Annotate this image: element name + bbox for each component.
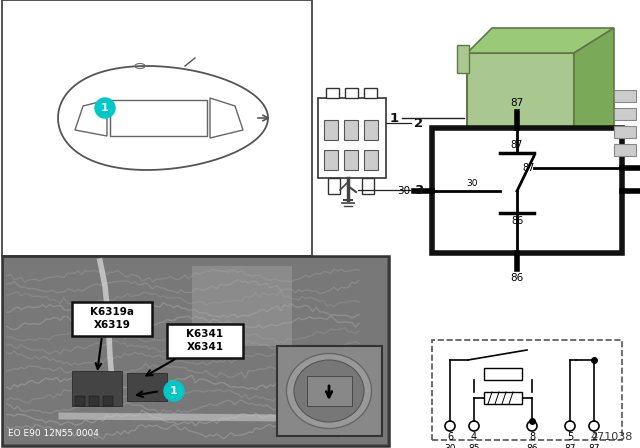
Bar <box>614 90 636 102</box>
Circle shape <box>589 421 599 431</box>
Bar <box>432 128 622 253</box>
Bar <box>326 88 339 98</box>
Text: 87: 87 <box>564 444 576 448</box>
Text: 86: 86 <box>511 216 523 226</box>
Text: K6341: K6341 <box>186 329 223 339</box>
Text: 87: 87 <box>522 163 534 173</box>
Text: 87: 87 <box>510 98 524 108</box>
Text: 1: 1 <box>390 112 399 125</box>
Text: 87: 87 <box>511 140 523 150</box>
Text: 86: 86 <box>526 444 538 448</box>
Bar <box>614 108 636 120</box>
Bar <box>72 302 152 336</box>
Circle shape <box>445 421 455 431</box>
Bar <box>364 150 378 170</box>
Bar <box>4 258 387 444</box>
Text: 30: 30 <box>444 444 456 448</box>
Text: EO E90 12N55 0004: EO E90 12N55 0004 <box>8 429 99 438</box>
Text: 2: 2 <box>591 431 597 441</box>
Bar <box>364 120 378 140</box>
Text: 1: 1 <box>101 103 109 113</box>
Ellipse shape <box>287 353 371 428</box>
Bar <box>72 371 122 406</box>
Bar <box>614 126 636 138</box>
Bar <box>318 98 386 178</box>
Bar <box>89 396 99 406</box>
Bar <box>307 376 352 406</box>
Text: 6: 6 <box>447 431 453 441</box>
Text: 8: 8 <box>529 431 535 441</box>
Bar <box>127 373 167 401</box>
Circle shape <box>527 421 537 431</box>
Bar <box>324 120 338 140</box>
Polygon shape <box>574 28 614 183</box>
Bar <box>457 45 469 73</box>
Circle shape <box>565 421 575 431</box>
Ellipse shape <box>294 360 364 422</box>
Circle shape <box>469 421 479 431</box>
Text: 5: 5 <box>567 431 573 441</box>
Bar <box>345 88 358 98</box>
Text: X6319: X6319 <box>93 320 131 330</box>
Bar <box>2 0 312 256</box>
Bar <box>2 256 389 446</box>
Bar <box>75 396 85 406</box>
Text: 86: 86 <box>510 273 524 283</box>
Circle shape <box>95 98 115 118</box>
Bar <box>324 150 338 170</box>
Bar <box>103 396 113 406</box>
Text: K6319a: K6319a <box>90 307 134 317</box>
Text: 30: 30 <box>397 186 410 196</box>
Bar <box>432 340 622 440</box>
Bar <box>344 120 358 140</box>
Bar <box>362 178 374 194</box>
Polygon shape <box>467 28 614 53</box>
Bar <box>344 150 358 170</box>
Polygon shape <box>467 53 574 183</box>
Text: 2: 2 <box>414 116 423 129</box>
Bar <box>484 368 522 380</box>
Text: 3: 3 <box>414 184 423 197</box>
Bar <box>167 324 243 358</box>
Bar <box>277 346 382 436</box>
Text: 471038: 471038 <box>591 432 633 442</box>
Text: X6341: X6341 <box>186 342 223 352</box>
Bar <box>614 144 636 156</box>
Text: 4: 4 <box>471 431 477 441</box>
Text: 1: 1 <box>170 386 178 396</box>
Text: 85: 85 <box>468 444 480 448</box>
Bar <box>328 178 340 194</box>
Bar <box>484 392 522 404</box>
Text: 30: 30 <box>467 179 477 188</box>
Text: 87: 87 <box>588 444 600 448</box>
Circle shape <box>164 381 184 401</box>
Bar <box>192 266 292 346</box>
Bar <box>364 88 377 98</box>
